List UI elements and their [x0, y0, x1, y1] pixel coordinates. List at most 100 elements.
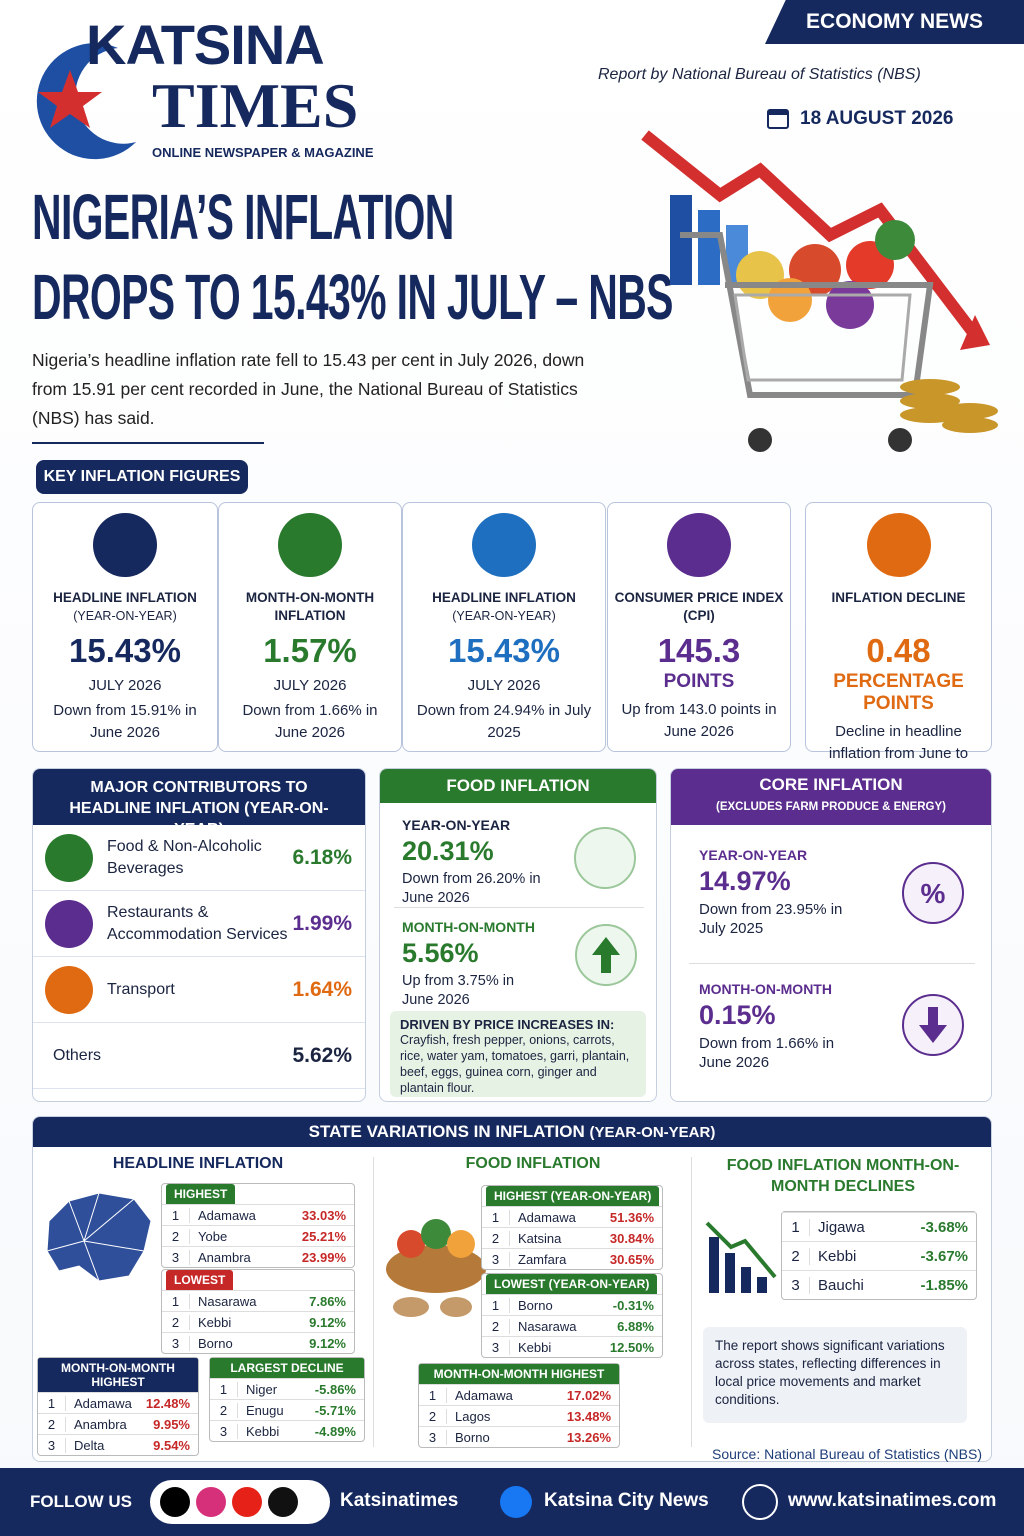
- state-table: HIGHEST (YEAR-ON-YEAR) 1 Adamawa 51.36% 2 Kat…: [481, 1185, 663, 1270]
- social-icons[interactable]: [150, 1480, 330, 1524]
- state: Adamawa: [455, 1387, 513, 1403]
- card-label: MONTH-ON-MONTH INFLATION: [245, 590, 375, 623]
- contributor-row: Others 5.62%: [33, 1023, 365, 1089]
- state: Nasarawa: [198, 1293, 257, 1309]
- card-period: JULY 2026: [88, 677, 162, 694]
- metric-note: Up from 3.75% in June 2026: [402, 973, 515, 1008]
- value: 13.48%: [566, 1408, 611, 1424]
- metric-note: Down from 26.20% in June 2026: [402, 871, 541, 906]
- value: 7.86%: [309, 1293, 346, 1309]
- table-row: 3 Borno 9.12%: [162, 1332, 354, 1353]
- rank: 1: [162, 1293, 190, 1309]
- rank: 3: [162, 1249, 190, 1265]
- value: -3.68%: [920, 1218, 968, 1236]
- contributor-value: 1.99%: [292, 911, 352, 935]
- facebook-page[interactable]: Katsina City News: [544, 1490, 709, 1511]
- card-icon: [278, 513, 342, 577]
- state-table: MONTH-ON-MONTH HIGHEST 1 Adamawa 12.48% 2 Ana…: [37, 1357, 199, 1456]
- rank: 1: [162, 1207, 190, 1223]
- panel-title: FOOD INFLATION: [380, 769, 656, 803]
- table-title: MONTH-ON-MONTH HIGHEST: [38, 1358, 198, 1392]
- state-table: 1 Jigawa -3.68% 2 Kebbi -3.67% 3 Bauchi -1.85%: [781, 1211, 977, 1300]
- title-suffix: (YEAR-ON-YEAR): [589, 1124, 716, 1141]
- metric-label: MONTH-ON-MONTH: [402, 919, 535, 935]
- note-box: The report shows significant variations …: [703, 1327, 967, 1423]
- table-row: 2 Yobe 25.21%: [162, 1225, 354, 1246]
- table-title: LOWEST (YEAR-ON-YEAR): [486, 1274, 658, 1294]
- drivers-text: Crayfish, fresh pepper, onions, carrots,…: [400, 1033, 630, 1095]
- rank: 3: [419, 1429, 447, 1445]
- value: -3.67%: [920, 1247, 968, 1265]
- card-sublabel: (YEAR-ON-YEAR): [452, 609, 556, 623]
- contributor-value: 5.62%: [292, 1043, 352, 1067]
- card-icon: [866, 513, 931, 577]
- metric-note: Down from 23.95% in July 2025: [699, 901, 843, 937]
- states-panel: STATE VARIATIONS IN INFLATION (YEAR-ON-Y…: [32, 1116, 992, 1462]
- rank: 2: [162, 1228, 190, 1244]
- lead-paragraph: Nigeria’s headline inflation rate fell t…: [32, 350, 585, 428]
- card-value: 145.3: [657, 632, 741, 669]
- website[interactable]: www.katsinatimes.com: [788, 1490, 997, 1511]
- food-panel: FOOD INFLATION YEAR-ON-YEAR 20.31% Down fr…: [379, 768, 657, 1102]
- value: 25.21%: [301, 1228, 346, 1244]
- table-title: HIGHEST (YEAR-ON-YEAR): [486, 1186, 660, 1206]
- state: Kebbi: [198, 1314, 232, 1330]
- state: Bauchi: [818, 1276, 864, 1294]
- contributor-value: 1.64%: [292, 977, 352, 1001]
- decline-chart-icon: [705, 1221, 777, 1293]
- column-title: FOOD INFLATION: [465, 1155, 601, 1172]
- percent-icon: %: [902, 862, 964, 924]
- calendar-icon: [767, 109, 789, 129]
- state: Jigawa: [818, 1218, 865, 1236]
- value: -5.86%: [314, 1381, 356, 1397]
- rank: 3: [482, 1339, 510, 1355]
- rank: 2: [419, 1408, 447, 1424]
- contributor-icon: [45, 899, 93, 948]
- rank: 1: [482, 1297, 510, 1313]
- value: 33.03%: [301, 1207, 346, 1223]
- report-credit: Report by National Bureau of Statistics …: [598, 66, 921, 83]
- arrow-up-icon: [575, 924, 637, 986]
- rank: 2: [210, 1402, 238, 1418]
- card-value: 15.43%: [69, 632, 181, 669]
- table-row: 1 Adamawa 51.36%: [482, 1206, 662, 1227]
- value: 9.12%: [309, 1335, 346, 1351]
- rank: 1: [782, 1218, 810, 1236]
- cart-illustration: [641, 130, 998, 452]
- state: Anambra: [198, 1249, 251, 1265]
- figure-card: CONSUMER PRICE INDEX (CPI) 145.3 POINTS Up …: [607, 502, 791, 752]
- value: 13.26%: [566, 1429, 611, 1445]
- table-row: 2 Kebbi 9.12%: [162, 1311, 354, 1332]
- metric-value: 20.31%: [402, 836, 494, 866]
- rank: 1: [38, 1395, 66, 1411]
- core-yoy: YEAR-ON-YEAR 14.97% Down from 23.95% in Ju…: [699, 847, 849, 938]
- card-period: JULY 2026: [273, 677, 347, 694]
- state: Niger: [246, 1381, 278, 1397]
- state: Nasarawa: [518, 1318, 577, 1334]
- rank: 2: [162, 1314, 190, 1330]
- rank: 1: [482, 1209, 510, 1225]
- table-row: 1 Borno -0.31%: [482, 1294, 662, 1315]
- figure-card: HEADLINE INFLATION (YEAR-ON-YEAR) 15.43% JU…: [32, 502, 218, 752]
- arrow-down-icon: [902, 994, 964, 1056]
- card-value: 15.43%: [448, 632, 560, 669]
- social-handle[interactable]: Katsinatimes: [340, 1490, 459, 1511]
- value: 12.48%: [145, 1395, 190, 1411]
- table-row: 3 Delta 9.54%: [38, 1434, 198, 1455]
- table-row: 2 Anambra 9.95%: [38, 1413, 198, 1434]
- card-label: CONSUMER PRICE INDEX (CPI): [614, 590, 784, 623]
- value: -5.71%: [314, 1402, 356, 1418]
- headline: DROPS TO 15.43% IN JULY – NBS: [32, 261, 674, 333]
- rank: 2: [482, 1230, 510, 1246]
- value: -0.31%: [612, 1297, 654, 1313]
- state-table: LOWEST 1 Nasarawa 7.86% 2 Kebbi 9.12% 3 Borno 9.1…: [161, 1269, 355, 1354]
- metric-label: YEAR-ON-YEAR: [402, 817, 511, 833]
- state-table: MONTH-ON-MONTH HIGHEST 1 Adamawa 17.02% 2 Lag…: [418, 1363, 620, 1448]
- table-title: MONTH-ON-MONTH HIGHEST: [419, 1364, 619, 1384]
- contributor-row: Food & Non-Alcoholic Beverages 6.18%: [33, 825, 365, 891]
- state-table: LOWEST (YEAR-ON-YEAR) 1 Borno -0.31% 2 Nasara…: [481, 1273, 663, 1358]
- contributor-row: Transport 1.64%: [33, 957, 365, 1023]
- divider: [32, 442, 264, 444]
- state: Enugu: [246, 1402, 284, 1418]
